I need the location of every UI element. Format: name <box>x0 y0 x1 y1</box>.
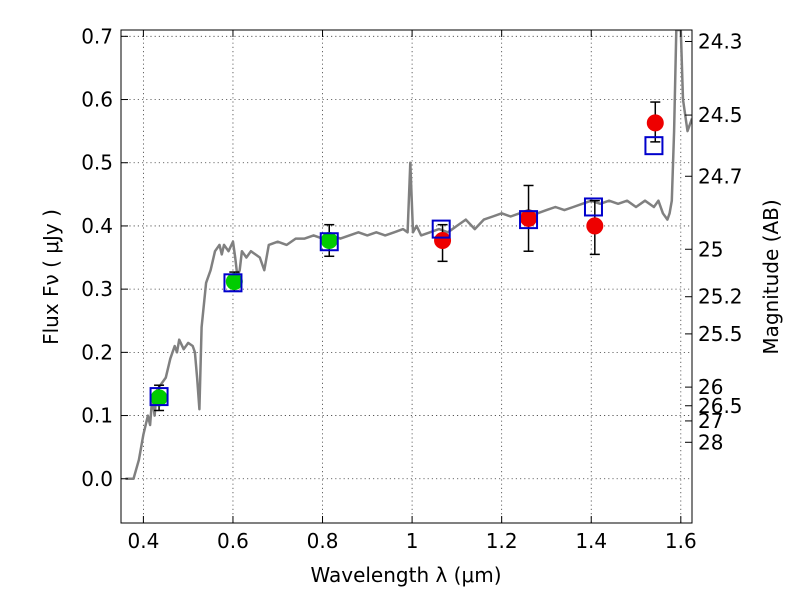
x-tick-label: 1.2 <box>486 529 518 553</box>
right-tick-label: 28 <box>698 430 723 454</box>
y-tick-label: 0.5 <box>81 151 113 175</box>
x-tick-label: 1.4 <box>575 529 607 553</box>
right-tick-label: 24.7 <box>698 164 743 188</box>
x-tick-label: 0.8 <box>307 529 339 553</box>
model-square <box>223 273 243 293</box>
right-tick-label: 25 <box>698 237 723 261</box>
x-tick-label: 1.6 <box>665 529 697 553</box>
y-tick-label: 0.6 <box>81 88 113 112</box>
model-square <box>519 210 539 230</box>
data-point <box>150 389 168 407</box>
ticks-layer <box>121 30 692 523</box>
model-square <box>319 232 339 252</box>
x-tick-label: 1 <box>406 529 419 553</box>
y-tick-label: 0.7 <box>81 24 113 48</box>
right-tick-label: 24.5 <box>698 103 743 127</box>
x-tick-labels: 0.4 0.6 0.8 1 1.2 1.4 1.6 <box>127 529 696 553</box>
points-layer <box>149 101 664 412</box>
data-point <box>646 114 664 132</box>
y-tick-label: 0.4 <box>81 214 113 238</box>
y-tick-label: 0.0 <box>81 467 113 491</box>
model-square <box>149 387 169 407</box>
x-axis-label: Wavelength λ (μm) <box>310 563 501 587</box>
y-tick-label: 0.1 <box>81 404 113 428</box>
data-point <box>586 217 604 235</box>
data-point <box>434 231 452 249</box>
right-tick-label: 26 <box>698 375 723 399</box>
x-tick-label: 0.6 <box>217 529 249 553</box>
y-axis-label: Flux Fν ( μJy ) <box>39 209 63 345</box>
plot-frame <box>120 29 693 524</box>
x-tick-label: 0.4 <box>127 529 159 553</box>
right-tick-label: 24.3 <box>698 30 743 54</box>
data-point <box>520 209 538 227</box>
y-tick-label: 0.3 <box>81 277 113 301</box>
y-tick-label: 0.2 <box>81 340 113 364</box>
spectrum-layer <box>125 30 692 481</box>
data-point <box>225 273 243 291</box>
data-point <box>320 231 338 249</box>
y-tick-labels: 0.0 0.1 0.2 0.3 0.4 0.5 0.6 0.7 <box>81 24 113 490</box>
right-tick-label: 27 <box>698 409 723 433</box>
right-axis-label: Magnitude (AB) <box>759 199 783 354</box>
spectrum-line <box>125 30 692 481</box>
model-square <box>431 219 451 239</box>
right-tick-label: 25.2 <box>698 285 743 309</box>
model-square <box>583 197 603 217</box>
model-square <box>644 136 664 156</box>
right-tick-label: 26.5 <box>698 394 743 418</box>
right-tick-label: 25.5 <box>698 322 743 346</box>
